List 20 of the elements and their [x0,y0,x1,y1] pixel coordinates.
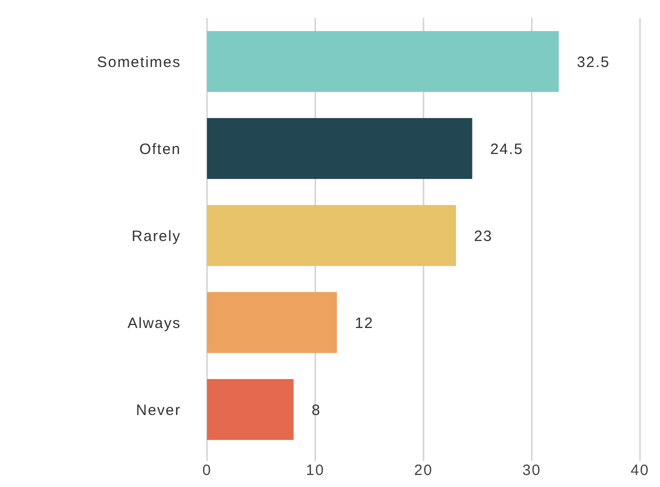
x-tick-label: 10 [306,462,325,479]
y-tick-label: Never [136,402,181,419]
data-label: 32.5 [576,54,610,71]
data-label: 12 [354,314,374,332]
bar [207,205,456,266]
y-tick-label: Often [139,140,181,158]
y-tick-label: Rarely [132,228,181,245]
bar [207,292,337,353]
x-tick-label: 0 [202,462,212,479]
x-tick-label: 30 [522,462,542,479]
data-label: 24.5 [490,140,524,158]
y-tick-label: Always [127,314,181,332]
x-tick-label: 40 [630,462,650,479]
bar [207,31,559,92]
bar [207,118,472,179]
y-tick-label: Sometimes [96,54,181,71]
data-label: 8 [312,402,321,419]
bar [207,379,294,440]
data-label: 23 [474,228,493,245]
x-tick-label: 20 [414,462,433,479]
